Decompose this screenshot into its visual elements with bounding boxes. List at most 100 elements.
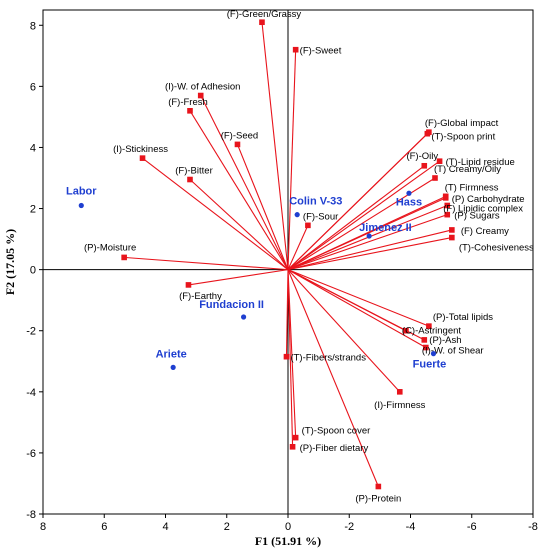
variable-label: (T)-Lipid residue [446, 157, 515, 168]
variable-point [139, 155, 146, 161]
variable-vector-line [287, 269, 401, 393]
x-tick-label: -2 [344, 521, 354, 533]
variable-label: (T)-Fibers/strands [290, 353, 366, 364]
observation-label: Jimenez II [359, 222, 412, 234]
y-tick-label: 2 [30, 204, 36, 216]
y-tick-label: -8 [26, 509, 36, 521]
variable-label: (I)-W. of Adhesion [165, 82, 241, 93]
variable-vector-line [287, 229, 452, 271]
variable-vector-line [189, 179, 289, 271]
variable-point [432, 175, 438, 181]
variable-vector-line [261, 22, 289, 270]
x-tick-label: 4 [162, 521, 168, 533]
variable-point [449, 234, 455, 241]
variable-point [292, 46, 299, 53]
observation-point [78, 202, 84, 209]
observation-point [430, 351, 437, 357]
variable-label: (P) Sugars [454, 211, 500, 222]
variable-vector-line [287, 49, 297, 270]
variable-vector-line [287, 269, 430, 327]
variable-label: (C)-Astringent [402, 326, 461, 337]
variable-label: (F)-Green/Grassy [227, 9, 302, 20]
variable-point [421, 162, 428, 169]
observation-point [366, 233, 372, 239]
observation-point [294, 212, 300, 218]
variable-label: (T)-Spoon print [431, 132, 495, 143]
variable-label: (I)-Stickiness [113, 144, 168, 155]
variable-vectors [121, 19, 455, 490]
variable-vector-line [188, 269, 289, 286]
variable-label: (F)-Bitter [175, 166, 212, 177]
observation-label: Fuerte [413, 359, 447, 371]
variable-point [121, 254, 127, 261]
variable-label: (P)-Total lipids [433, 312, 493, 323]
variable-vector-line [287, 133, 428, 271]
variable-vector-line [287, 160, 440, 271]
y-tick-label: -6 [26, 448, 36, 460]
variable-vector-line [287, 269, 294, 447]
variable-point [187, 108, 193, 114]
variable-label: (T)-Cohesiveness [459, 243, 534, 254]
variable-point [442, 195, 449, 201]
variable-vector-line [287, 197, 446, 271]
variable-label: (P)-Moisture [84, 242, 136, 253]
x-tick-label: 6 [101, 521, 107, 533]
variable-point [444, 202, 451, 209]
variable-point [197, 92, 204, 99]
variable-vector-line [124, 256, 289, 271]
variable-point [292, 434, 299, 441]
variable-label: (F)-Earthy [179, 291, 222, 302]
variable-label: (F) Lipidic complex [443, 203, 523, 214]
variable-point [185, 282, 192, 288]
observation-label: Labor [66, 185, 97, 197]
x-tick-label: 0 [285, 521, 291, 533]
variable-vector-line [287, 225, 309, 270]
variable-label: (P) Carbohydrate [452, 194, 525, 205]
y-tick-label: 0 [30, 265, 36, 277]
variable-label: (F)-Sour [303, 211, 338, 222]
variable-point [424, 130, 431, 137]
variable-vector-line [287, 269, 427, 349]
variable-point [289, 444, 296, 450]
variable-vector-line [285, 269, 289, 357]
variable-vector-line [200, 95, 289, 270]
variable-point [423, 344, 429, 351]
variable-vector-line [287, 165, 425, 271]
observation-points: Labor Colin V-33 Hass Jimenez II Fundacion I… [66, 185, 446, 370]
variable-label: (P)-Protein [355, 494, 401, 505]
variable-point [436, 158, 443, 164]
variable-point [444, 211, 451, 218]
observation-label: Colin V-33 [289, 196, 342, 208]
variable-label: (F)-Oily [406, 151, 438, 162]
variable-label: (T) Creamy/Oily [434, 164, 501, 175]
y-tick-label: 8 [30, 20, 36, 32]
variable-point [396, 389, 403, 395]
variable-label: (I)-W. of Shear [422, 346, 484, 357]
x-tick-label: 8 [40, 521, 46, 533]
observation-point [240, 314, 247, 320]
variable-label: (F)-Seed [221, 130, 258, 141]
x-tick-label: 2 [224, 521, 230, 533]
variable-vector-line [236, 144, 289, 270]
variable-vector-line [287, 237, 452, 271]
x-tick-label: -8 [528, 521, 538, 533]
variable-labels: (F)-Green/Grassy (F)-Sweet (I)-W. of Adhes… [84, 9, 534, 504]
observation-label: Ariete [156, 348, 187, 360]
variable-point [449, 227, 455, 233]
variable-label: (F)-Sweet [300, 46, 342, 57]
observation-point [406, 190, 412, 196]
observation-label: Fundacion II [199, 299, 264, 311]
variable-label: (T)-Spoon cover [302, 426, 371, 437]
observation-label: Hass [396, 196, 422, 208]
variable-point [234, 141, 241, 148]
variable-point [305, 222, 311, 229]
variable-label: (F)-Global impact [425, 118, 499, 129]
variable-point [426, 323, 432, 329]
variable-point [283, 353, 290, 360]
variable-vector-line [189, 110, 289, 270]
variable-point [375, 483, 382, 490]
x-axis-title: F1 (51.91 %) [255, 534, 321, 548]
x-tick-label: -4 [406, 521, 416, 533]
variable-label: (P)-Ash [429, 335, 461, 346]
